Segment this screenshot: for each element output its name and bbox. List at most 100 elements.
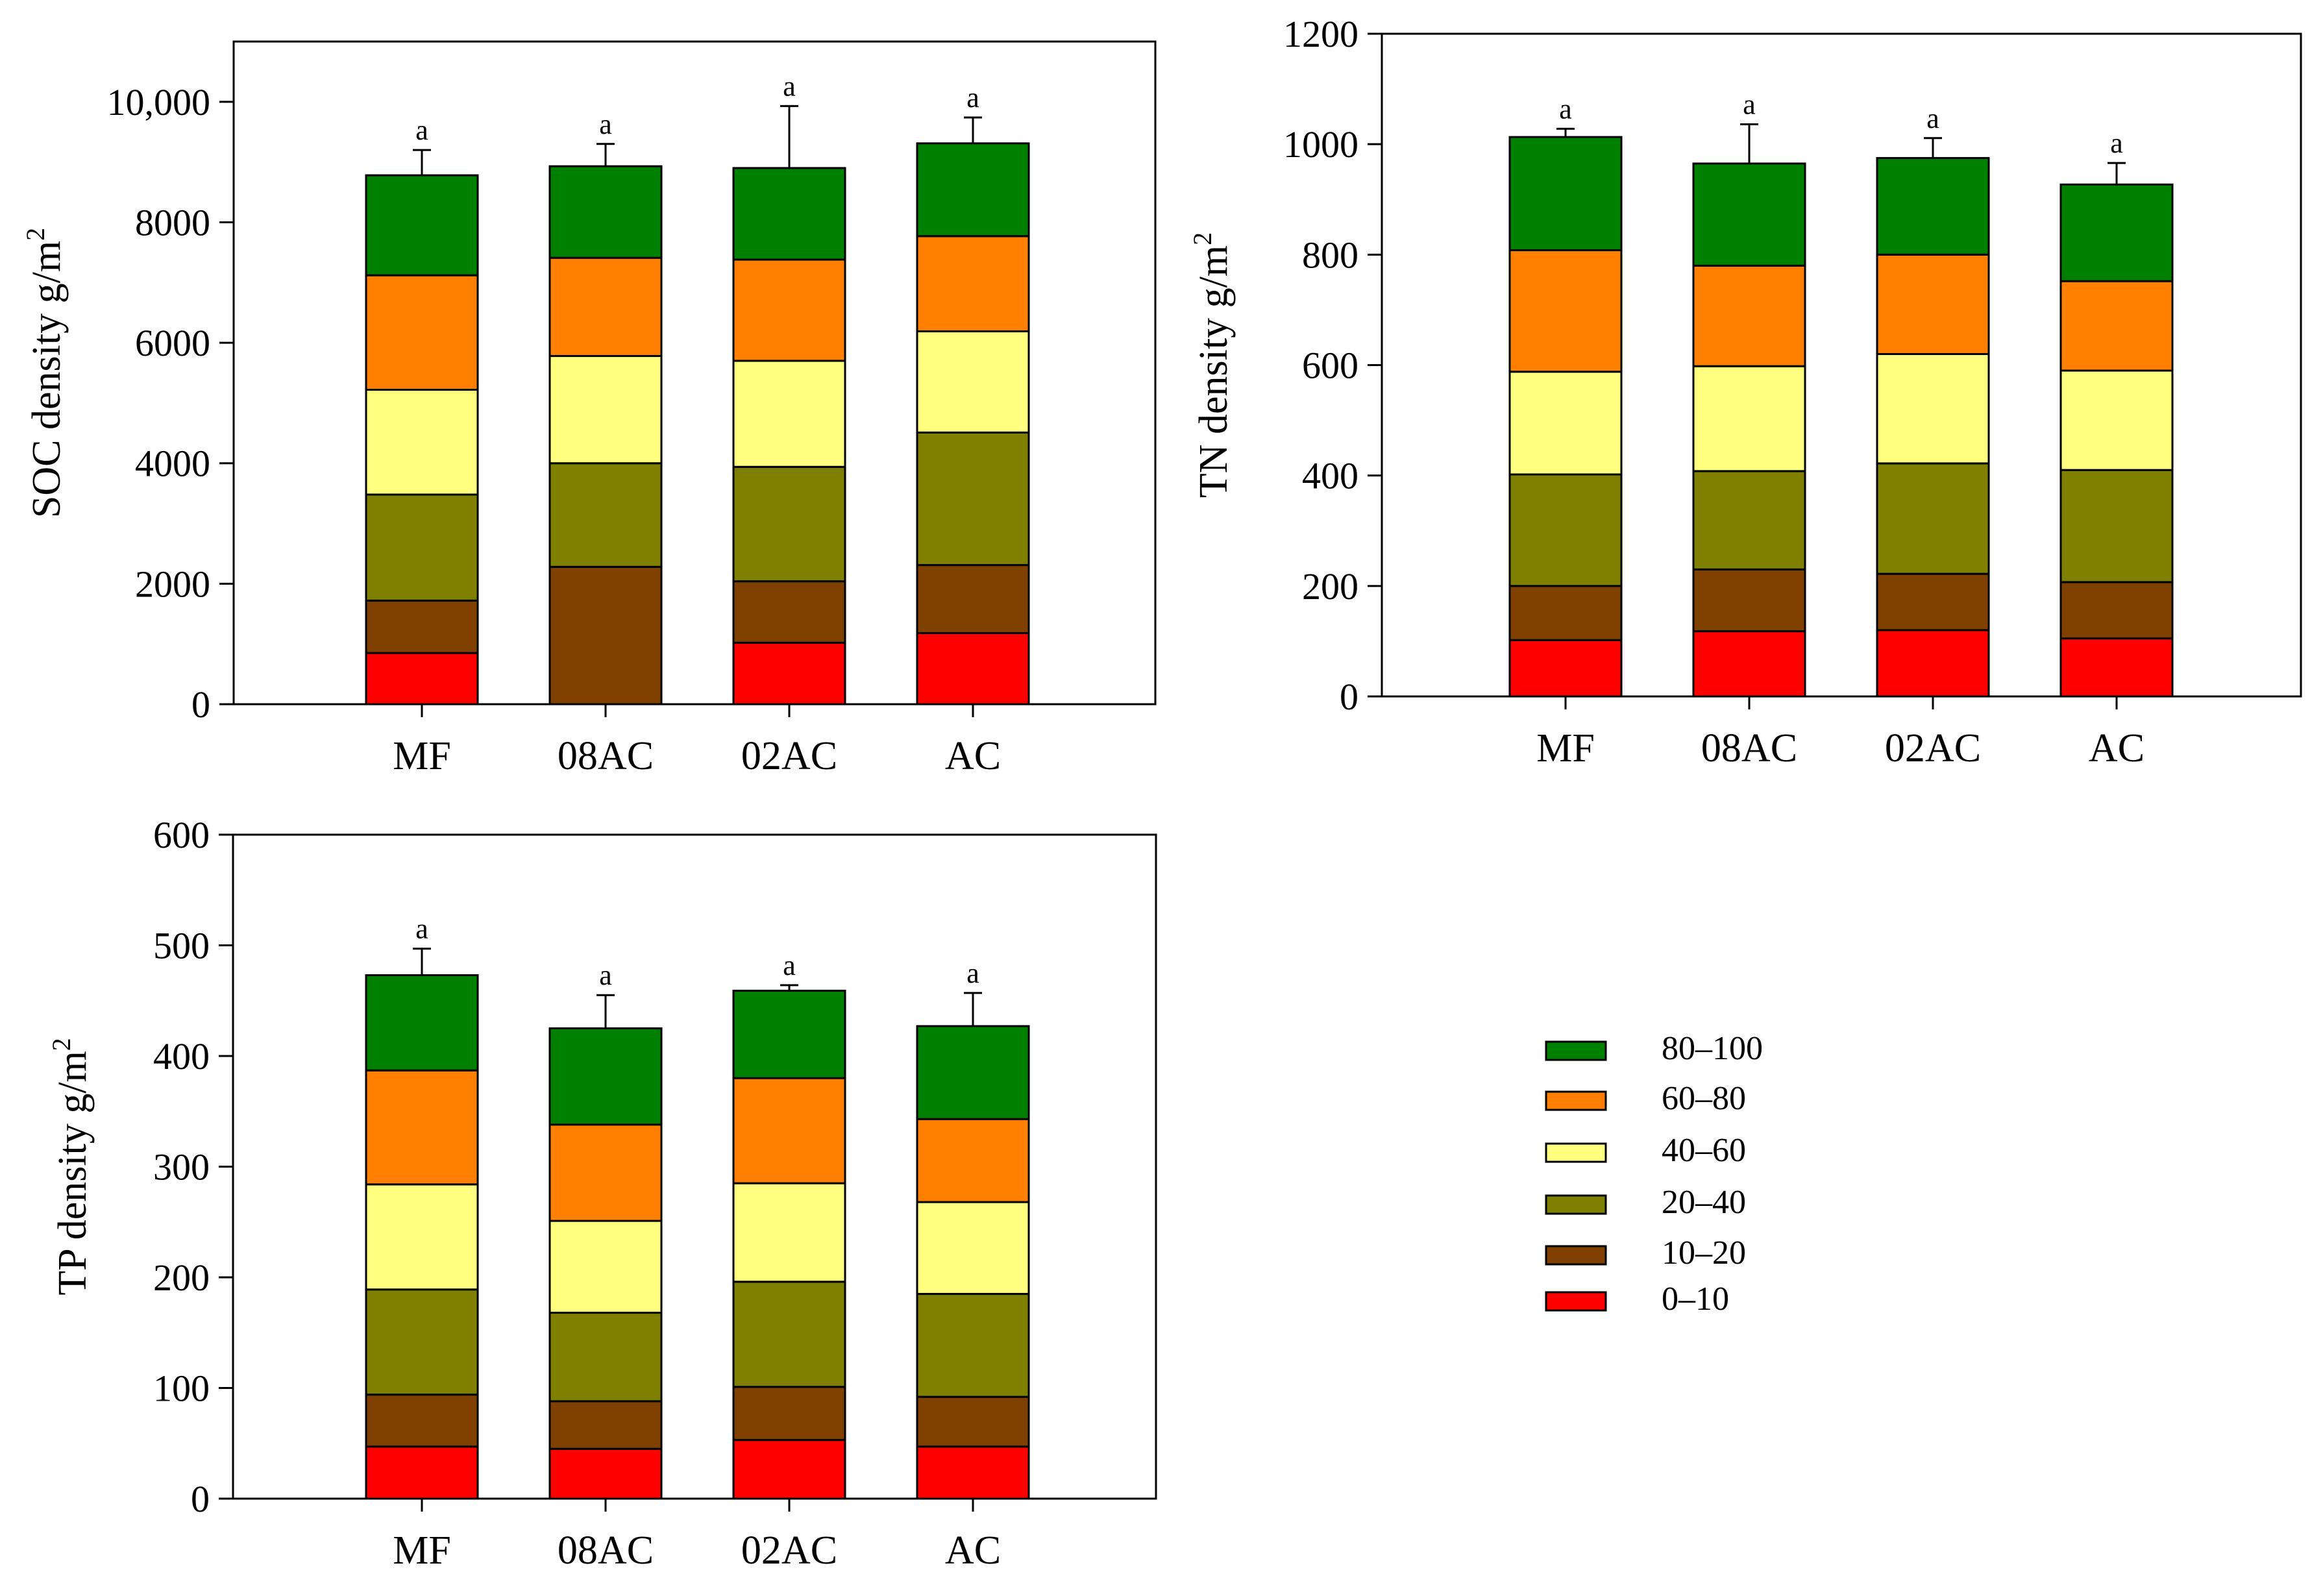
bar-segment	[732, 1439, 846, 1500]
bar-segment	[1692, 264, 1806, 367]
bar-segment	[548, 1312, 663, 1403]
bar-segment	[916, 564, 1030, 634]
legend-swatch	[1545, 1090, 1607, 1111]
significance-label: a	[599, 108, 612, 140]
bar-segment	[1876, 462, 1990, 575]
significance-label: a	[783, 70, 796, 102]
plot-frame	[232, 40, 1157, 706]
x-tick-label: MF	[393, 734, 451, 778]
bar-segment	[1876, 156, 1990, 256]
bar-segment	[2059, 637, 2174, 698]
bar-segment	[732, 580, 846, 644]
depth-legend: 80–100 60–80 40–60 20–40 10–20 0–10	[1545, 1030, 1763, 1318]
bar-segment	[916, 1201, 1030, 1295]
bar-segment	[916, 142, 1030, 238]
significance-label: a	[415, 114, 428, 146]
bar-segment	[732, 465, 846, 583]
x-tick-label: 02AC	[1885, 726, 1981, 770]
y-tick-label: 1000	[1283, 123, 1358, 166]
bar-segment	[1692, 365, 1806, 473]
bar-segment	[732, 167, 846, 261]
y-tick-label: 0	[191, 683, 210, 726]
bar-segment	[548, 1400, 663, 1450]
bar-segment	[365, 974, 479, 1072]
legend-swatch	[1545, 1245, 1607, 1266]
y-tick-label: 200	[1302, 565, 1358, 608]
y-tick-label: 600	[153, 814, 210, 856]
y-tick-label: 400	[1302, 455, 1358, 497]
legend-swatch	[1545, 1194, 1607, 1215]
x-tick-label: 02AC	[741, 734, 837, 778]
bar-segment	[1508, 249, 1623, 373]
bar-segment	[916, 1395, 1030, 1448]
bar-segment	[916, 235, 1030, 332]
significance-label: a	[966, 957, 979, 989]
bar-segment	[1876, 253, 1990, 355]
bar-segment	[2059, 369, 2174, 471]
bar-segment	[548, 256, 663, 358]
x-tick-label: MF	[1536, 726, 1595, 770]
bar-segment	[365, 652, 479, 706]
bar-segment	[916, 431, 1030, 567]
significance-label: a	[415, 913, 428, 945]
bar-segment	[365, 388, 479, 496]
significance-label: a	[2110, 127, 2123, 159]
x-tick-label: 08AC	[558, 1528, 654, 1573]
y-tick-label: 4000	[135, 443, 210, 485]
significance-label: a	[783, 950, 796, 981]
bar-segment	[548, 355, 663, 465]
legend-swatch	[1545, 1142, 1607, 1163]
bar-segment	[732, 258, 846, 362]
legend-swatch	[1545, 1040, 1607, 1061]
legend-label: 0–10	[1662, 1281, 1729, 1318]
bar-segment	[548, 1447, 663, 1500]
y-tick-label: 300	[153, 1146, 210, 1188]
bar-segment	[732, 1077, 846, 1185]
bar-segment	[365, 1288, 479, 1396]
bar-segment	[732, 1182, 846, 1283]
x-tick-label: 08AC	[558, 734, 654, 778]
x-tick-label: 08AC	[1701, 726, 1797, 770]
bar-segment	[2059, 469, 2174, 583]
bar-segment	[916, 1025, 1030, 1120]
y-axis-title: TN density g/m2	[1188, 232, 1236, 498]
y-tick-label: 400	[153, 1035, 210, 1077]
legend-label: 60–80	[1662, 1080, 1746, 1117]
bar-segment	[548, 165, 663, 259]
x-tick-label: AC	[945, 734, 1001, 778]
y-axis-title: TP density g/m2	[47, 1038, 95, 1295]
y-tick-label: 1200	[1283, 13, 1358, 55]
y-tick-label: 6000	[135, 322, 210, 364]
bar-segment	[916, 1118, 1030, 1203]
significance-label: a	[1926, 103, 1939, 134]
bar-segment	[1692, 568, 1806, 633]
bar-segment	[365, 1393, 479, 1448]
x-tick-label: AC	[2089, 726, 2145, 770]
bar-segment	[548, 565, 663, 706]
y-tick-label: 8000	[135, 201, 210, 243]
y-tick-label: 800	[1302, 234, 1358, 276]
x-tick-label: 02AC	[741, 1528, 837, 1573]
bar-segment	[2059, 183, 2174, 282]
significance-label: a	[599, 959, 612, 991]
bar-segment	[365, 599, 479, 654]
bar-segment	[365, 1183, 479, 1291]
y-tick-label: 500	[153, 925, 210, 967]
bar-segment	[732, 360, 846, 468]
bar-segment	[365, 174, 479, 276]
bar-segment	[365, 493, 479, 602]
legend-label: 20–40	[1662, 1184, 1746, 1221]
bar-segment	[1876, 352, 1990, 465]
x-tick-label: MF	[393, 1528, 451, 1573]
bar-segment	[1508, 371, 1623, 476]
bar-segment	[1692, 630, 1806, 698]
bar-segment	[1692, 470, 1806, 571]
bar-segment	[365, 1445, 479, 1500]
soc-density-chart: 0 2000 4000 6000 8000 10,000 MF 08AC 02AC AC a a a a S…	[21, 40, 1157, 778]
bar-segment	[916, 632, 1030, 706]
y-tick-label: 200	[153, 1257, 210, 1299]
bar-segment	[732, 1386, 846, 1442]
y-tick-label: 600	[1302, 345, 1358, 387]
bar-segment	[365, 1069, 479, 1186]
